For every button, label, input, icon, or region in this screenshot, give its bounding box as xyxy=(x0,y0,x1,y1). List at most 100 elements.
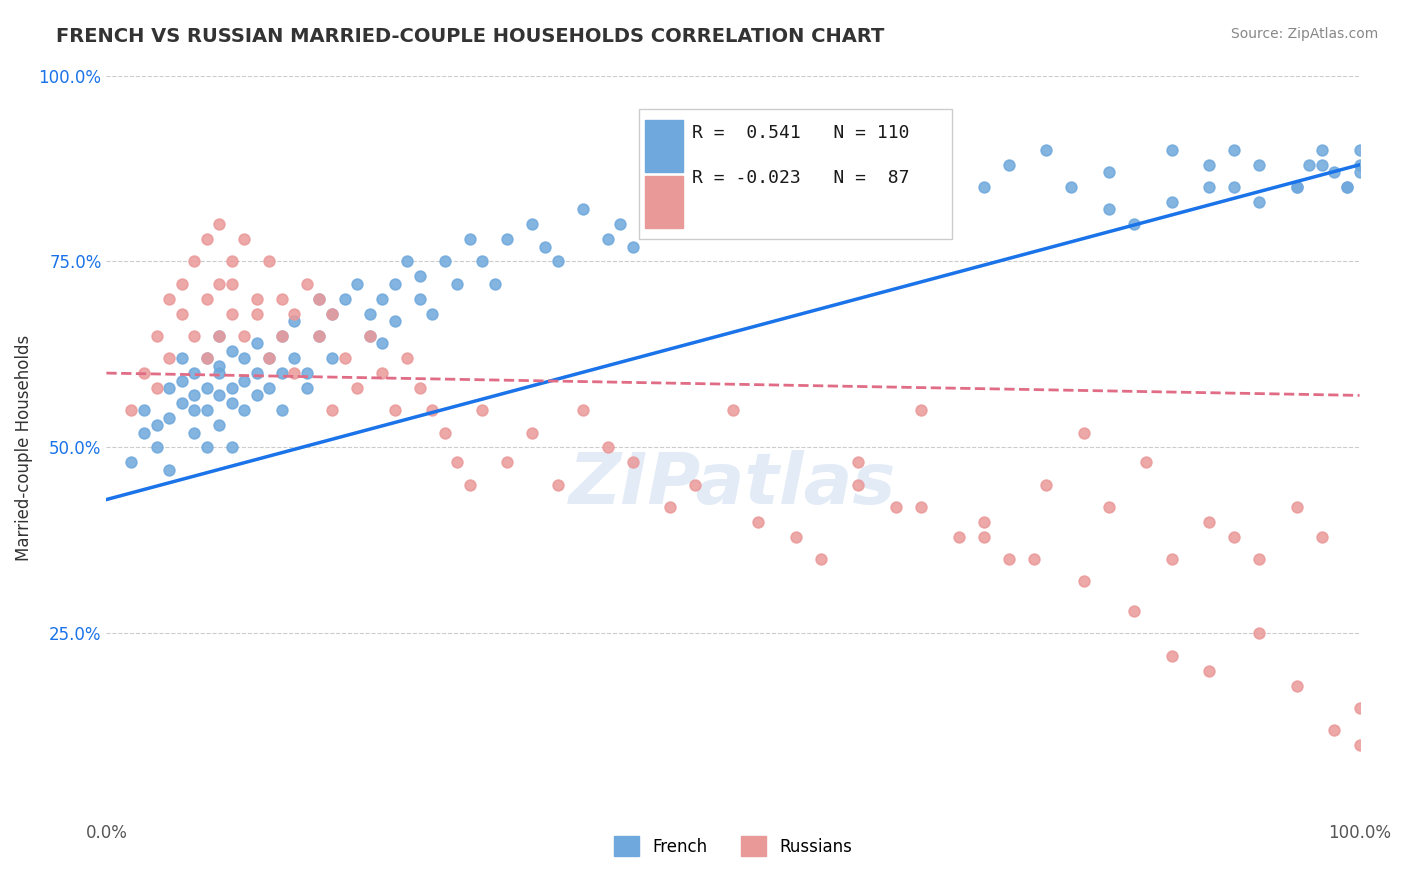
Point xyxy=(371,336,394,351)
Point xyxy=(1198,180,1220,194)
Point xyxy=(170,351,193,366)
Text: Source: ZipAtlas.com: Source: ZipAtlas.com xyxy=(1230,27,1378,41)
Point xyxy=(1060,180,1083,194)
Point xyxy=(1310,158,1333,172)
Point xyxy=(420,307,443,321)
Point xyxy=(346,381,368,395)
Point xyxy=(283,366,305,380)
Point xyxy=(246,388,269,402)
Point xyxy=(195,232,218,246)
Point xyxy=(221,277,243,291)
Point xyxy=(1323,165,1346,179)
Point xyxy=(1160,648,1182,663)
Point xyxy=(157,351,180,366)
Point xyxy=(1348,738,1371,752)
Point xyxy=(433,254,456,268)
Point xyxy=(785,530,807,544)
Point xyxy=(685,477,707,491)
Point xyxy=(195,441,218,455)
Point xyxy=(121,455,143,469)
FancyBboxPatch shape xyxy=(638,109,952,239)
Point xyxy=(221,381,243,395)
Point xyxy=(195,351,218,366)
Point xyxy=(408,381,430,395)
Point xyxy=(408,269,430,284)
Point xyxy=(221,396,243,410)
Point xyxy=(1285,679,1308,693)
Point xyxy=(396,351,419,366)
Point xyxy=(872,180,894,194)
Point xyxy=(534,239,557,253)
Point xyxy=(384,277,406,291)
Legend: French, Russians: French, Russians xyxy=(607,830,859,863)
Point xyxy=(973,515,995,529)
Point xyxy=(195,292,218,306)
Point xyxy=(157,463,180,477)
Point xyxy=(233,403,256,417)
Point xyxy=(659,500,682,514)
Point xyxy=(571,403,593,417)
Point xyxy=(246,336,269,351)
Point xyxy=(1035,477,1057,491)
Point xyxy=(157,410,180,425)
Point xyxy=(634,194,657,209)
Point xyxy=(1073,574,1095,589)
Point xyxy=(884,500,907,514)
Point xyxy=(195,381,218,395)
Point xyxy=(747,180,769,194)
Point xyxy=(571,202,593,217)
Point xyxy=(321,307,343,321)
Point xyxy=(384,403,406,417)
Point xyxy=(433,425,456,440)
Point xyxy=(973,180,995,194)
Point xyxy=(747,515,769,529)
Point xyxy=(283,314,305,328)
Point xyxy=(333,292,356,306)
Point xyxy=(785,217,807,231)
Point xyxy=(1348,143,1371,157)
Point xyxy=(208,418,231,433)
Point xyxy=(1310,143,1333,157)
Point xyxy=(208,329,231,343)
FancyBboxPatch shape xyxy=(645,120,683,172)
Point xyxy=(420,403,443,417)
Point xyxy=(910,403,932,417)
Point xyxy=(270,329,292,343)
Point xyxy=(233,232,256,246)
Point xyxy=(1310,530,1333,544)
Point xyxy=(308,329,330,343)
Point xyxy=(259,351,281,366)
Point xyxy=(195,351,218,366)
Point xyxy=(183,366,205,380)
Point xyxy=(1160,552,1182,566)
Point xyxy=(121,403,143,417)
Point xyxy=(308,292,330,306)
Point xyxy=(259,351,281,366)
Point xyxy=(208,329,231,343)
Point xyxy=(170,307,193,321)
Point xyxy=(721,403,744,417)
Point xyxy=(308,292,330,306)
Point xyxy=(997,552,1019,566)
Point xyxy=(283,307,305,321)
Point xyxy=(1336,180,1358,194)
Point xyxy=(458,232,481,246)
Point xyxy=(145,381,167,395)
Point xyxy=(371,292,394,306)
Y-axis label: Married-couple Households: Married-couple Households xyxy=(15,334,32,560)
Point xyxy=(846,455,869,469)
Point xyxy=(810,194,832,209)
Point xyxy=(458,477,481,491)
Point xyxy=(208,359,231,373)
Point xyxy=(259,381,281,395)
Point xyxy=(132,366,155,380)
Point xyxy=(1160,143,1182,157)
Point xyxy=(1035,143,1057,157)
Point xyxy=(1348,158,1371,172)
Point xyxy=(659,217,682,231)
FancyBboxPatch shape xyxy=(648,182,679,223)
Point xyxy=(1073,425,1095,440)
Point xyxy=(1348,165,1371,179)
Point xyxy=(1323,723,1346,738)
Point xyxy=(208,366,231,380)
